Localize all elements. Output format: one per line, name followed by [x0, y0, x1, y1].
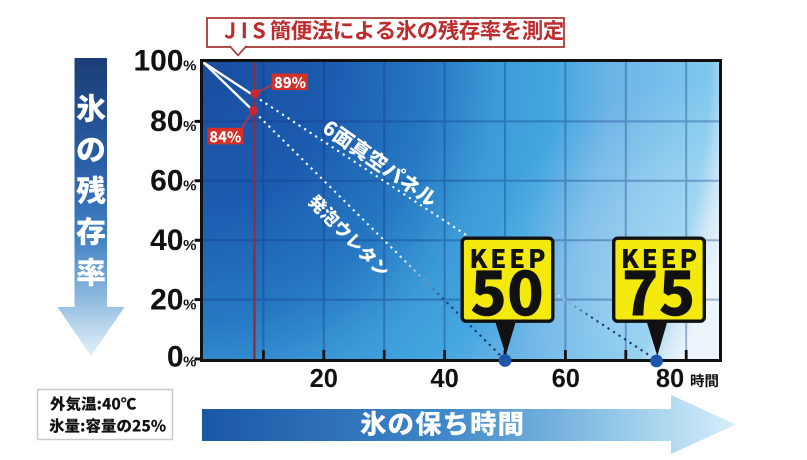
svg-text:20: 20 [150, 283, 183, 316]
svg-text:%: % [183, 118, 196, 135]
svg-text:20: 20 [310, 365, 338, 393]
svg-text:80: 80 [150, 105, 183, 138]
svg-text:40: 40 [430, 365, 458, 393]
svg-text:60: 60 [552, 365, 580, 393]
svg-text:80: 80 [656, 365, 684, 393]
svg-text:%: % [183, 237, 196, 254]
svg-text:%: % [183, 296, 196, 313]
svg-text:100: 100 [133, 45, 183, 78]
svg-text:%: % [183, 353, 196, 370]
svg-text:%: % [183, 58, 196, 75]
svg-text:60: 60 [150, 165, 183, 198]
svg-text:0: 0 [167, 340, 184, 373]
svg-text:40: 40 [150, 224, 183, 257]
svg-text:%: % [183, 178, 196, 195]
